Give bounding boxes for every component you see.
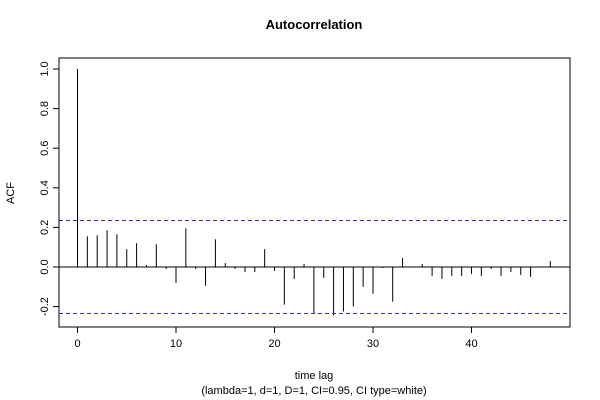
x-axis-subtitle: (lambda=1, d=1, D=1, CI=0.95, CI type=wh… [201, 385, 426, 397]
x-tick-label-30: 30 [367, 338, 379, 350]
y-tick-label-2: 0.2 [39, 220, 51, 235]
chart-title: Autocorrelation [266, 17, 363, 32]
y-tick-label-3: 0.4 [39, 180, 51, 195]
x-axis: 0 10 20 30 40 [74, 326, 478, 350]
x-tick-label-0: 0 [74, 338, 80, 350]
x-tick-label-40: 40 [465, 338, 477, 350]
y-axis-label: ACF [5, 182, 17, 204]
x-tick-label-20: 20 [268, 338, 280, 350]
confidence-bounds [59, 219, 570, 315]
x-axis-label: time lag [295, 370, 334, 382]
y-tick-label-6: 1.0 [39, 61, 51, 76]
plot-frame [58, 57, 571, 328]
y-tick-label-4: 0.6 [39, 141, 51, 156]
y-tick-label-1: 0.0 [39, 259, 51, 274]
x-tick-label-10: 10 [170, 338, 182, 350]
y-tick-label-0: -0.2 [39, 297, 51, 316]
y-tick-label-5: 0.8 [39, 101, 51, 116]
acf-bars [77, 69, 551, 316]
y-axis: -0.2 0.0 0.2 0.4 0.6 0.8 1.0 [39, 61, 60, 316]
